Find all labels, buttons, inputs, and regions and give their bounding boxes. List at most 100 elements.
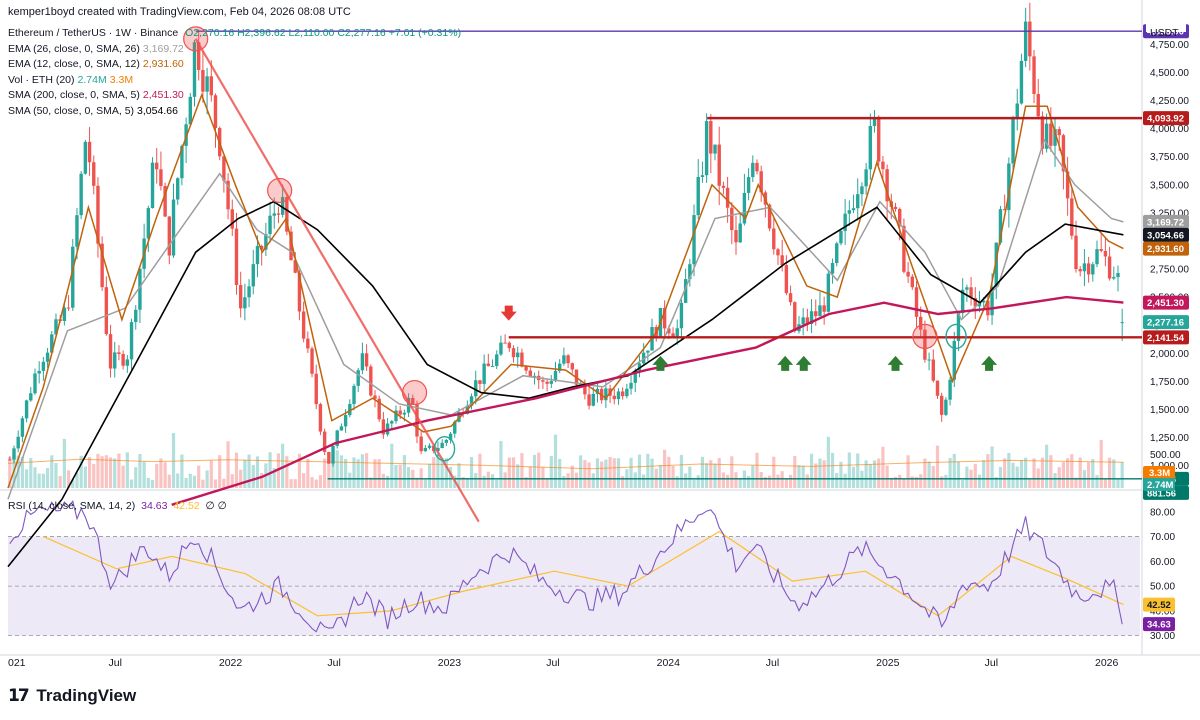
- candle-body: [415, 403, 419, 437]
- volume-bar: [96, 453, 100, 488]
- volume-bar: [482, 475, 486, 488]
- candle-body: [356, 370, 360, 386]
- volume-bar: [558, 458, 562, 488]
- volume-bar: [327, 458, 331, 488]
- volume-bar: [104, 455, 108, 488]
- volume-bar: [637, 454, 642, 488]
- red-highlight-circle: [267, 177, 293, 204]
- volume-bar: [1091, 459, 1095, 488]
- rsi-legend[interactable]: RSI (14, close, SMA, 14, 2) 34.63 42.52 …: [8, 500, 227, 512]
- candle-body: [826, 273, 831, 312]
- ema26-line: [7, 138, 1124, 500]
- indicator-price-tag-text: 2,451.30: [1147, 298, 1184, 309]
- candle-body: [1011, 117, 1015, 164]
- candle-body: [545, 381, 549, 384]
- price-tick-label: 3,250.00: [1150, 208, 1189, 219]
- volume-bar: [436, 454, 440, 488]
- volume-bar: [125, 452, 129, 488]
- volume-bar: [818, 458, 822, 488]
- volume-bar: [931, 466, 935, 488]
- legend-ema26[interactable]: EMA (26, close, 0, SMA, 26) 3,169.72: [8, 42, 461, 58]
- candle-body: [528, 370, 533, 377]
- candle-body: [66, 307, 71, 309]
- candle-body: [394, 410, 398, 422]
- volume-bar: [944, 474, 948, 488]
- volume-bar: [432, 457, 436, 488]
- candle-body: [411, 397, 415, 404]
- candle-body: [948, 379, 952, 400]
- rsi-tag: [1143, 617, 1175, 632]
- legend-sma200-label: SMA (200, close, 0, SMA, 5): [8, 89, 140, 102]
- candle-body: [1070, 198, 1074, 236]
- candle-body: [33, 373, 37, 394]
- level-price-tag-text: 2,141.54: [1147, 333, 1185, 344]
- volume-bar: [982, 460, 986, 488]
- candle-body: [776, 249, 780, 256]
- candle-body: [503, 342, 507, 344]
- volume-bar: [549, 456, 553, 488]
- volume-bar: [230, 474, 234, 488]
- symbol-row[interactable]: Ethereum / TetherUS · 1W · Binance O2,27…: [8, 26, 461, 42]
- volume-bar: [457, 463, 461, 488]
- volume-bar: [797, 465, 801, 488]
- candle-body: [973, 298, 977, 307]
- volume-bar: [642, 474, 646, 488]
- volume-bar: [1066, 458, 1070, 488]
- legend-ema26-label: EMA (26, close, 0, SMA, 26): [8, 42, 140, 55]
- legend-sma50[interactable]: SMA (50, close, 0, SMA, 5) 3,054.66: [8, 104, 461, 120]
- volume-bar: [545, 479, 549, 488]
- candle-body: [625, 388, 629, 397]
- candle-body: [557, 363, 562, 371]
- volume-bar: [33, 467, 37, 488]
- volume-bar: [113, 458, 117, 488]
- candle-body: [507, 342, 512, 349]
- candle-body: [318, 404, 323, 432]
- volume-bar: [511, 457, 516, 488]
- rsi-legend-tail: ∅ ∅: [205, 500, 227, 512]
- indicator-price-tag-text: 3,169.72: [1147, 217, 1184, 228]
- candle-body: [805, 317, 810, 324]
- candle-body: [570, 363, 574, 370]
- candle-body: [965, 287, 969, 290]
- volume-bar: [486, 471, 490, 488]
- volume-bar: [474, 473, 478, 488]
- time-tick-label: 2022: [219, 657, 243, 669]
- legend-ema12[interactable]: EMA (12, close, 0, SMA, 12) 2,931.60: [8, 57, 461, 73]
- volume-bar: [260, 472, 264, 488]
- candle-body: [553, 370, 558, 382]
- volume-bar: [646, 453, 650, 488]
- legend-sma200[interactable]: SMA (200, close, 0, SMA, 5) 2,451.30: [8, 88, 461, 104]
- volume-bar: [129, 479, 134, 488]
- candle-body: [562, 355, 566, 364]
- volume-bar: [767, 475, 772, 488]
- sma200-line: [171, 295, 1124, 506]
- candle-body: [1007, 163, 1011, 211]
- volume-bar: [503, 472, 507, 488]
- candle-body: [688, 264, 692, 280]
- volume-bar: [1049, 455, 1053, 488]
- up-arrow-icon: [652, 355, 669, 371]
- candle-body: [293, 260, 297, 273]
- candle-body: [1015, 103, 1019, 118]
- level-price-tag: [1143, 111, 1189, 126]
- candle-body: [255, 245, 260, 265]
- volume-bar: [201, 479, 205, 488]
- candle-body: [839, 230, 843, 244]
- price-tick-label: 4,000.00: [1150, 124, 1189, 135]
- volume-bar: [730, 456, 734, 488]
- volume-bar: [209, 460, 213, 488]
- volume-bar: [906, 455, 910, 488]
- legend-volume[interactable]: Vol · ETH (20) 2.74M 3.3M: [8, 73, 461, 89]
- tradingview-branding[interactable]: 𝟭𝟳 TradingView: [8, 686, 136, 706]
- rsi-tick-label: 60.00: [1150, 557, 1175, 568]
- volume-bar: [717, 458, 721, 488]
- volume-bar: [621, 476, 625, 488]
- volume-bar: [990, 446, 994, 488]
- volume-bar: [495, 479, 499, 488]
- indicator-price-tag-text: 2,277.16: [1147, 318, 1184, 329]
- volume-bar: [373, 459, 377, 488]
- candle-body: [914, 287, 919, 317]
- candle-body: [1028, 21, 1032, 57]
- level-price-tag: [1143, 330, 1189, 345]
